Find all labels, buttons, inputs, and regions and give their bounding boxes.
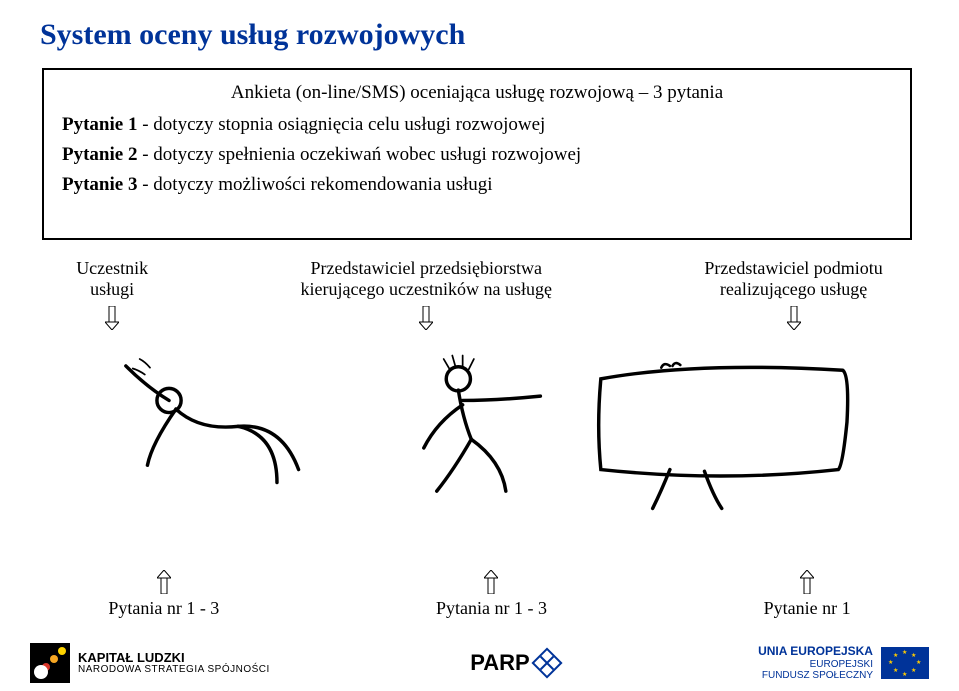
role-provider-rep: Przedstawiciel podmiotu realizującego us…	[704, 258, 882, 330]
arrow-down-icon	[105, 306, 119, 330]
question-2-label: Pytanie 2	[62, 144, 137, 165]
eu-line1: UNIA EUROPEJSKA	[758, 645, 873, 658]
role-2-line2: kierującego uczestników na usługę	[301, 279, 552, 299]
kl-title: KAPITAŁ LUDZKI	[78, 651, 270, 665]
question-1: Pytanie 1 - dotyczy stopnia osiągnięcia …	[62, 114, 892, 136]
parp-diamond-icon	[531, 647, 562, 678]
question-3-label: Pytanie 3	[62, 174, 137, 195]
logo-parp: PARP	[470, 650, 558, 676]
survey-box: Ankieta (on-line/SMS) oceniająca usługę …	[42, 68, 912, 240]
label-3-text: Pytanie nr 1	[764, 598, 851, 618]
eu-line2: EUROPEJSKI	[758, 659, 873, 670]
footer-logos: KAPITAŁ LUDZKI NARODOWA STRATEGIA SPÓJNO…	[0, 643, 959, 683]
arrow-up-icon	[800, 570, 814, 594]
arrow-down-icon	[787, 306, 801, 330]
role-3-line2: realizującego usługę	[720, 279, 867, 299]
role-1-line2: usługi	[90, 279, 134, 299]
role-participant: Uczestnik usługi	[76, 258, 148, 330]
page-title: System oceny usług rozwojowych	[40, 18, 465, 52]
kl-square-icon	[30, 643, 70, 683]
parp-text: PARP	[470, 650, 530, 676]
role-2-line1: Przedstawiciel przedsiębiorstwa	[311, 258, 542, 278]
question-3: Pytanie 3 - dotyczy możliwości rekomendo…	[62, 174, 892, 196]
eu-line3: FUNDUSZ SPOŁECZNY	[758, 670, 873, 681]
role-3-line1: Przedstawiciel podmiotu	[704, 258, 882, 278]
question-1-label: Pytanie 1	[62, 114, 137, 135]
arrow-up-icon	[157, 570, 171, 594]
label-3: Pytanie nr 1	[764, 570, 851, 619]
arrow-down-icon	[419, 306, 433, 330]
question-2-text: - dotyczy spełnienia oczekiwań wobec usł…	[137, 144, 581, 165]
label-1-text: Pytania nr 1 - 3	[108, 598, 219, 618]
label-2-text: Pytania nr 1 - 3	[436, 598, 547, 618]
arrow-up-icon	[484, 570, 498, 594]
roles-row: Uczestnik usługi Przedstawiciel przedsię…	[0, 258, 959, 330]
label-2: Pytania nr 1 - 3	[436, 570, 547, 619]
question-2: Pytanie 2 - dotyczy spełnienia oczekiwań…	[62, 144, 892, 166]
kl-subtitle: NARODOWA STRATEGIA SPÓJNOŚCI	[78, 665, 270, 676]
question-1-text: - dotyczy stopnia osiągnięcia celu usług…	[137, 114, 545, 135]
bottom-labels: Pytania nr 1 - 3 Pytania nr 1 - 3 Pytani…	[0, 570, 959, 619]
question-3-text: - dotyczy możliwości rekomendowania usłu…	[137, 174, 492, 195]
label-1: Pytania nr 1 - 3	[108, 570, 219, 619]
role-1-line1: Uczestnik	[76, 258, 148, 278]
eu-flag-icon: ★ ★ ★ ★ ★ ★ ★ ★	[881, 647, 929, 679]
logo-eu: UNIA EUROPEJSKA EUROPEJSKI FUNDUSZ SPOŁE…	[758, 645, 929, 680]
role-enterprise-rep: Przedstawiciel przedsiębiorstwa kierując…	[301, 258, 552, 330]
survey-subtitle: Ankieta (on-line/SMS) oceniająca usługę …	[62, 82, 892, 104]
illustration	[0, 340, 959, 530]
logo-kapital-ludzki: KAPITAŁ LUDZKI NARODOWA STRATEGIA SPÓJNO…	[30, 643, 270, 683]
